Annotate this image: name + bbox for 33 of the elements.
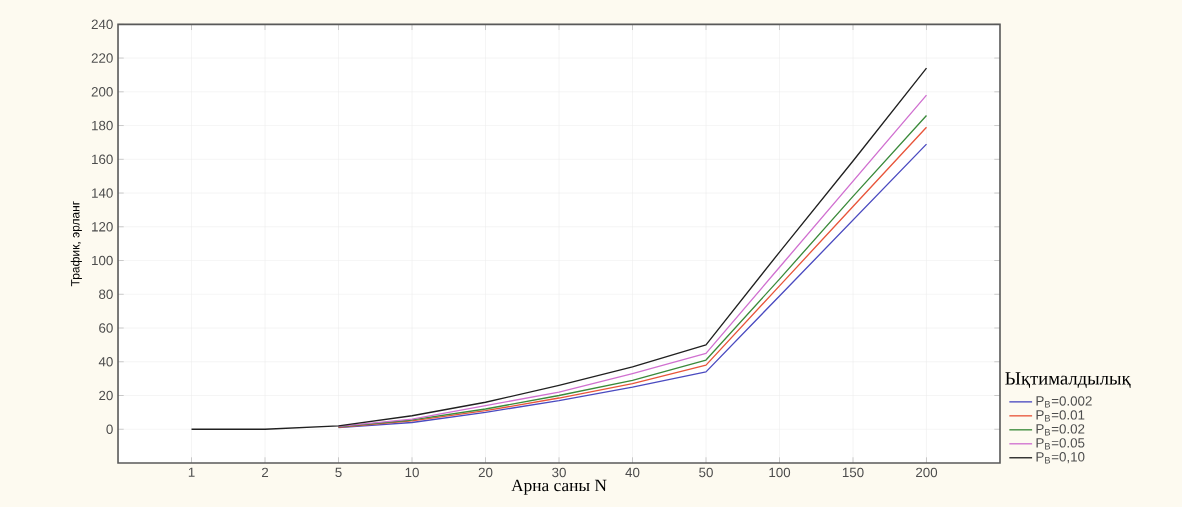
x-tick-label: 150 xyxy=(842,467,864,478)
legend-label: P$_{B}$=0.02 xyxy=(1036,424,1085,436)
y-tick-label: 220 xyxy=(91,53,113,63)
x-tick-label: 10 xyxy=(405,467,419,478)
y-tick-label: 100 xyxy=(92,255,113,266)
x-tick-label: 2 xyxy=(261,467,269,478)
y-axis-title: Трафик, эрланг xyxy=(70,201,82,287)
legend-title: Ықтималдылық xyxy=(1005,372,1131,389)
x-tick-label: 20 xyxy=(478,467,493,478)
x-tick-label: 1 xyxy=(188,467,195,477)
x-tick-label: 100 xyxy=(769,467,791,478)
line-series xyxy=(190,67,928,430)
y-tick-label: 20 xyxy=(99,390,113,401)
y-tick-label: 240 xyxy=(91,19,113,30)
y-tick-label: 80 xyxy=(99,289,113,299)
x-tick-label: 50 xyxy=(699,467,713,478)
y-tick-label: 60 xyxy=(99,323,113,333)
legend-label: P$_{B}$=0.01 xyxy=(1036,410,1085,422)
y-tick-label: 120 xyxy=(92,222,113,232)
y-tick-label: 140 xyxy=(92,188,113,198)
y-tick-label: 40 xyxy=(98,357,113,367)
y-tick-label: 0 xyxy=(106,424,113,434)
x-tick-label: 40 xyxy=(625,467,640,478)
legend-label: P$_{B}$=0,10 xyxy=(1036,452,1085,464)
x-axis-title: Арна саны N xyxy=(511,479,607,495)
legend-label: P$_{B}$=0.05 xyxy=(1036,438,1085,450)
y-tick-label: 160 xyxy=(92,154,113,165)
x-tick-label: 5 xyxy=(335,467,342,477)
x-tick-label: 200 xyxy=(916,467,938,478)
legend-label: P$_{B}$=0.002 xyxy=(1036,396,1092,408)
y-tick-label: 200 xyxy=(91,87,113,97)
y-tick-label: 180 xyxy=(92,120,113,131)
x-tick-label: 30 xyxy=(552,467,566,478)
